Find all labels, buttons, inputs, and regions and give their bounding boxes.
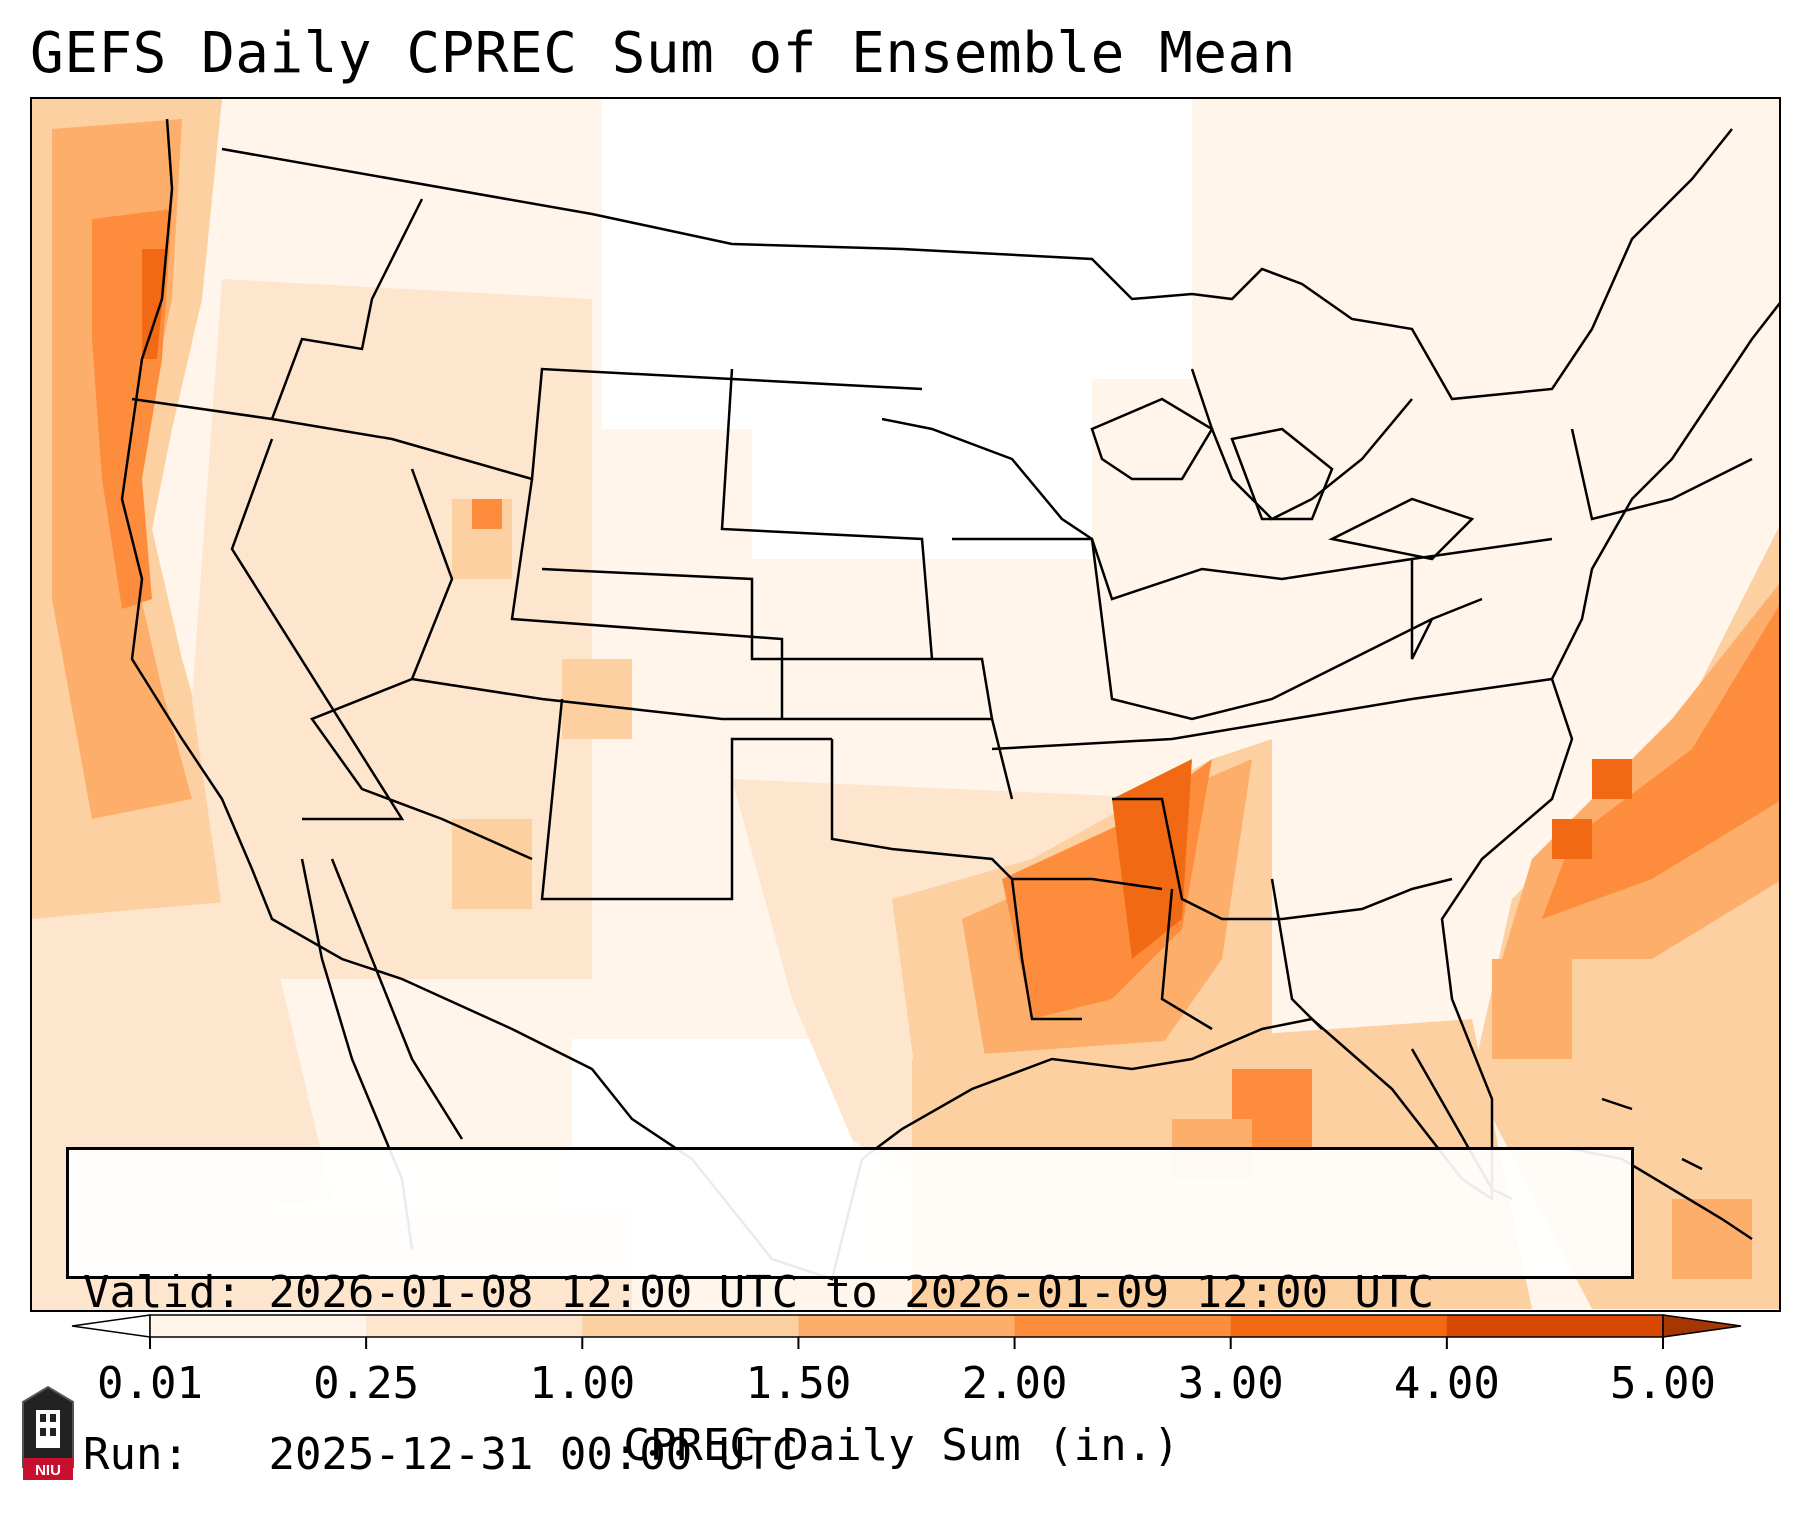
colorbar-segments bbox=[71, 1314, 1742, 1338]
valid-line: Valid: 2026-01-08 12:00 UTC to 2026-01-0… bbox=[83, 1266, 1617, 1320]
run-line: Run: 2025-12-31 00:00 UTC bbox=[83, 1428, 1617, 1482]
colorbar-tick-label: 5.00 bbox=[1610, 1358, 1716, 1409]
colorbar-segment bbox=[1446, 1315, 1664, 1337]
colorbar-tick-label: 2.00 bbox=[961, 1358, 1068, 1409]
run-value: 2025-12-31 00:00 UTC bbox=[268, 1429, 799, 1480]
niu-logo-text: NIU bbox=[35, 1462, 61, 1479]
state-boundaries bbox=[120, 118, 1779, 1281]
colorbar-segment bbox=[366, 1315, 584, 1337]
colorbar-label: CPREC Daily Sum (in.) bbox=[623, 1420, 1180, 1471]
colorbar-tick-label: 0.25 bbox=[313, 1358, 420, 1409]
run-label: Run: bbox=[83, 1429, 189, 1480]
map-title: GEFS Daily CPREC Sum of Ensemble Mean bbox=[30, 21, 1296, 86]
niu-logo-icon: NIU bbox=[22, 1385, 74, 1480]
niu-logo-band bbox=[23, 1458, 73, 1480]
colorbar-min-extension bbox=[71, 1314, 151, 1338]
colorbar-tick-label: 1.50 bbox=[745, 1358, 852, 1409]
colorbar bbox=[71, 1314, 1742, 1349]
colorbar-max-extension bbox=[1662, 1314, 1742, 1338]
colorbar-tick-label: 3.00 bbox=[1177, 1358, 1284, 1409]
colorbar-segment bbox=[1230, 1315, 1448, 1337]
colorbar-ticks bbox=[149, 1337, 1664, 1349]
valid-label: Valid: bbox=[83, 1267, 242, 1318]
colorbar-segment bbox=[582, 1315, 800, 1337]
no-precip-areas bbox=[572, 99, 1192, 1259]
precip-map bbox=[32, 99, 1779, 1310]
valid-run-info-box: Valid: 2026-01-08 12:00 UTC to 2026-01-0… bbox=[66, 1147, 1634, 1480]
colorbar-segment bbox=[150, 1315, 368, 1337]
valid-value: 2026-01-08 12:00 UTC to 2026-01-09 12:00… bbox=[268, 1267, 1435, 1318]
colorbar-segment bbox=[1014, 1315, 1232, 1337]
colorbar-tick-label: 4.00 bbox=[1393, 1358, 1500, 1409]
colorbar-segment bbox=[798, 1315, 1016, 1337]
colorbar-tick-label: 1.00 bbox=[529, 1358, 636, 1409]
colorbar-tick-label: 0.01 bbox=[97, 1358, 203, 1409]
colorbar-outline bbox=[149, 1314, 1664, 1338]
map-panel[interactable] bbox=[30, 97, 1781, 1312]
